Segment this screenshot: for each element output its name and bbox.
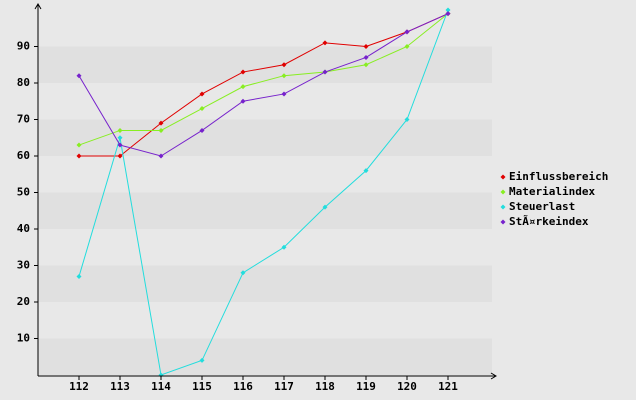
legend-marker xyxy=(500,219,506,225)
x-tick-label: 118 xyxy=(315,380,335,393)
data-point xyxy=(76,153,82,159)
x-tick-label: 112 xyxy=(69,380,89,393)
x-tick-label: 113 xyxy=(110,380,130,393)
x-tick-label: 114 xyxy=(151,380,171,393)
data-point xyxy=(445,7,451,13)
y-tick-label: 20 xyxy=(17,295,30,308)
data-point xyxy=(445,11,451,17)
data-point xyxy=(363,62,369,68)
data-point xyxy=(363,54,369,60)
legend-marker xyxy=(500,189,506,195)
legend-label: Einflussbereich xyxy=(509,170,608,183)
x-tick-label: 115 xyxy=(192,380,212,393)
data-point xyxy=(363,44,369,49)
data-point xyxy=(281,244,287,250)
data-point xyxy=(199,106,205,112)
grid-band xyxy=(38,229,492,266)
y-tick-label: 70 xyxy=(17,113,30,126)
y-tick-label: 30 xyxy=(17,259,30,272)
legend-marker xyxy=(500,174,506,180)
y-tick-label: 80 xyxy=(17,76,30,89)
data-point xyxy=(199,91,205,97)
data-point xyxy=(117,135,123,141)
data-point xyxy=(76,73,82,79)
data-point xyxy=(117,153,123,159)
data-point xyxy=(281,62,287,68)
grid-band xyxy=(38,156,492,193)
legend-label: StÃ¤rkeindex xyxy=(509,215,589,228)
data-point xyxy=(76,273,82,279)
series-line xyxy=(78,13,449,146)
y-axis-arrow xyxy=(34,3,42,10)
y-tick-label: 50 xyxy=(17,186,30,199)
grid-band xyxy=(38,83,492,120)
y-tick-label: 40 xyxy=(17,222,30,235)
data-point xyxy=(117,127,123,133)
data-point xyxy=(117,142,123,148)
x-tick-label: 120 xyxy=(397,380,417,393)
data-point xyxy=(363,168,369,174)
legend-label: Steuerlast xyxy=(509,200,575,213)
data-point xyxy=(240,69,246,75)
data-point xyxy=(240,98,246,104)
data-point xyxy=(281,91,287,97)
x-tick-label: 117 xyxy=(274,380,294,393)
data-point xyxy=(158,127,164,133)
data-point xyxy=(281,73,287,79)
grid-band xyxy=(38,10,492,47)
data-point xyxy=(76,142,82,148)
x-tick-label: 116 xyxy=(233,380,253,393)
data-point xyxy=(322,69,328,75)
data-point xyxy=(404,44,410,49)
y-tick-label: 10 xyxy=(17,332,30,345)
plot xyxy=(76,7,451,378)
data-point xyxy=(158,153,164,159)
x-tick-label: 121 xyxy=(438,380,458,393)
legend-label: Materialindex xyxy=(509,185,595,198)
series-line xyxy=(78,13,449,157)
data-point xyxy=(322,204,328,210)
y-tick-label: 90 xyxy=(17,40,30,53)
data-point xyxy=(158,120,164,126)
data-point xyxy=(404,117,410,122)
x-axis-arrow xyxy=(490,372,497,380)
data-point xyxy=(404,29,410,35)
grid-band xyxy=(38,302,492,339)
data-point xyxy=(322,40,328,46)
y-tick-label: 60 xyxy=(17,149,30,162)
series-line xyxy=(78,9,449,376)
data-point xyxy=(240,270,246,276)
data-point xyxy=(199,127,205,133)
data-point xyxy=(199,357,205,363)
series-line xyxy=(79,13,449,157)
data-point xyxy=(240,84,246,90)
plot-bands xyxy=(38,10,492,375)
legend-marker xyxy=(500,204,506,210)
x-tick-label: 119 xyxy=(356,380,376,393)
